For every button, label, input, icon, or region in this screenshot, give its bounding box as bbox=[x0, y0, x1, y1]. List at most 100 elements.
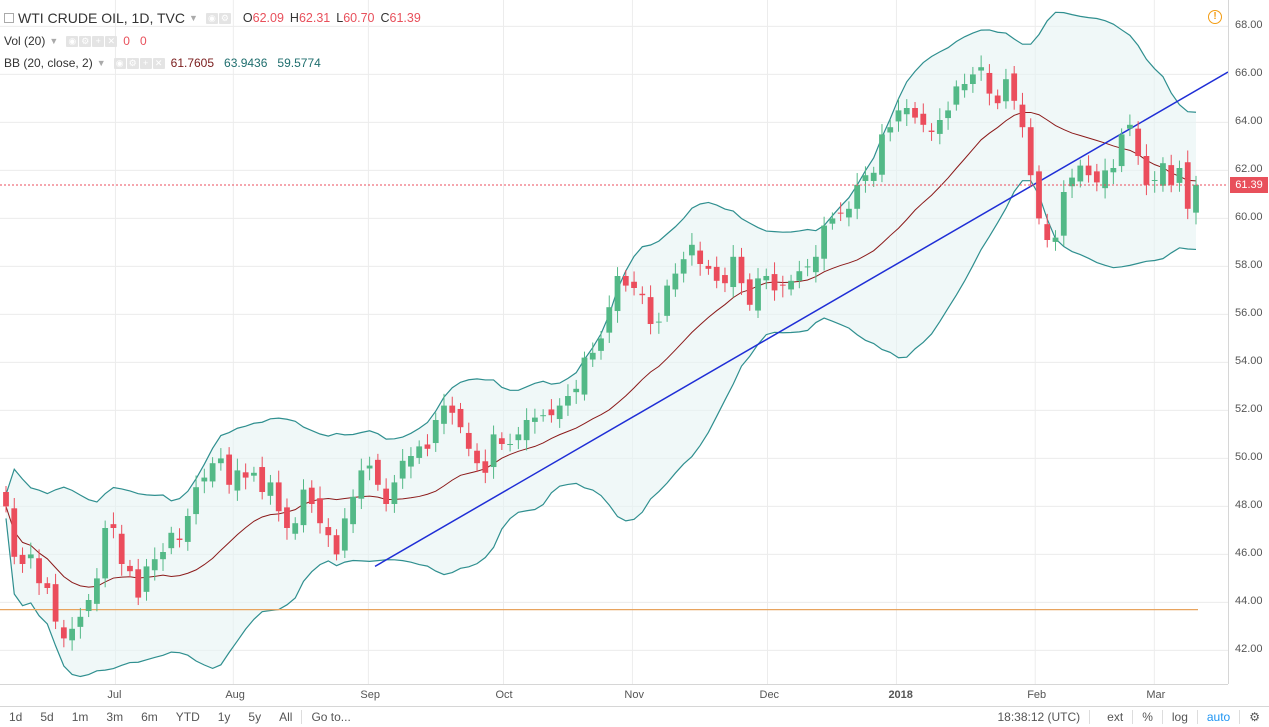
candle-body bbox=[441, 405, 447, 424]
candle-body bbox=[887, 127, 894, 133]
candle-body bbox=[531, 417, 538, 422]
candle-body bbox=[292, 523, 299, 534]
candle-body bbox=[151, 559, 158, 571]
bollinger-basis-line bbox=[5, 111, 1197, 588]
candle-body bbox=[598, 338, 604, 351]
candle-body bbox=[399, 460, 406, 479]
time-axis-label: Dec bbox=[759, 689, 780, 701]
gear-icon[interactable]: ⚙ bbox=[126, 57, 139, 69]
eye-icon[interactable]: ◉ bbox=[205, 12, 218, 24]
time-axis[interactable]: Jul Aug Sep Oct Nov Dec 2018 Feb Mar bbox=[0, 684, 1228, 706]
candle-body bbox=[928, 130, 935, 132]
candle-body bbox=[771, 274, 778, 291]
price-axis-label: 44.00 bbox=[1235, 595, 1263, 608]
time-axis-label: Mar bbox=[1146, 689, 1166, 701]
percent-toggle[interactable]: % bbox=[1142, 710, 1153, 724]
range-button-1m[interactable]: 1m bbox=[71, 710, 89, 724]
auto-toggle[interactable]: auto bbox=[1206, 710, 1231, 724]
range-button-5y[interactable]: 5y bbox=[248, 710, 262, 724]
candle-body bbox=[573, 388, 580, 393]
candle-body bbox=[176, 538, 183, 540]
candle-body bbox=[515, 434, 522, 441]
price-axis-label: 46.00 bbox=[1235, 547, 1263, 560]
gear-icon[interactable]: ⚙ bbox=[218, 12, 231, 24]
price-axis-label: 52.00 bbox=[1235, 403, 1263, 416]
candle-body bbox=[474, 450, 480, 464]
candle-body bbox=[168, 532, 175, 549]
candle-body bbox=[1060, 192, 1067, 236]
candle-body bbox=[275, 482, 282, 512]
clock: 18:38:12 (UTC) bbox=[997, 710, 1081, 724]
candle-body bbox=[804, 266, 811, 268]
candle-body bbox=[614, 276, 621, 312]
symbol-legend: WTI CRUDE OIL, 1D, TVC ▼ ◉ ⚙ O 62.09 H 62.3… bbox=[4, 10, 421, 26]
candle-body bbox=[498, 438, 505, 444]
candle-body bbox=[1027, 127, 1034, 176]
range-button-5d[interactable]: 5d bbox=[40, 710, 54, 724]
candle-body bbox=[465, 432, 472, 449]
volume-legend: Vol (20) ▼ ◉ ⚙ + ✕ 0 0 bbox=[4, 34, 147, 48]
range-button-ytd[interactable]: YTD bbox=[175, 710, 200, 724]
candle-body bbox=[1036, 171, 1042, 219]
chevron-down-icon[interactable]: ▼ bbox=[96, 58, 106, 68]
candle-body bbox=[779, 284, 786, 286]
eye-icon[interactable]: ◉ bbox=[113, 57, 126, 69]
add-icon[interactable]: + bbox=[92, 35, 105, 47]
collapse-icon[interactable] bbox=[4, 13, 14, 23]
candle-body bbox=[408, 456, 414, 467]
candle-body bbox=[19, 554, 26, 564]
symbol-controls[interactable]: ◉ ⚙ bbox=[205, 12, 231, 24]
eye-icon[interactable]: ◉ bbox=[66, 35, 79, 47]
candle-body bbox=[763, 276, 770, 281]
range-button-1y[interactable]: 1y bbox=[217, 710, 231, 724]
divider bbox=[301, 710, 303, 724]
candle-body bbox=[432, 420, 439, 444]
add-icon[interactable]: + bbox=[139, 57, 152, 69]
price-axis-label: 60.00 bbox=[1235, 211, 1263, 224]
candle-body bbox=[242, 472, 249, 478]
candle-body bbox=[879, 134, 885, 175]
candle-body bbox=[143, 566, 150, 592]
close-icon[interactable]: ✕ bbox=[105, 35, 118, 47]
candle-body bbox=[44, 583, 51, 588]
last-price-tag: 61.39 bbox=[1230, 177, 1268, 194]
time-axis-label: Feb bbox=[1027, 689, 1047, 701]
time-axis-label: Nov bbox=[624, 689, 644, 701]
candle-body bbox=[1102, 170, 1108, 189]
candle-body bbox=[945, 110, 951, 119]
price-chart[interactable] bbox=[0, 0, 1228, 684]
bollinger-controls[interactable]: ◉ ⚙ + ✕ bbox=[113, 57, 165, 69]
warning-icon[interactable]: ! bbox=[1208, 10, 1222, 24]
gear-icon[interactable]: ⚙ bbox=[1249, 710, 1260, 724]
candle-body bbox=[631, 281, 637, 288]
price-axis[interactable]: 68.00 66.00 64.00 62.00 60.00 58.00 56.00 54.00… bbox=[1228, 0, 1269, 684]
goto-button[interactable]: Go to... bbox=[311, 710, 351, 724]
range-button-1d[interactable]: 1d bbox=[9, 710, 23, 724]
range-button-all[interactable]: All bbox=[279, 710, 293, 724]
candle-body bbox=[606, 307, 613, 333]
volume-controls[interactable]: ◉ ⚙ + ✕ bbox=[66, 35, 118, 47]
chart-canvas[interactable] bbox=[0, 0, 1228, 684]
open-value: 62.09 bbox=[252, 11, 284, 25]
chevron-down-icon[interactable]: ▼ bbox=[49, 36, 59, 46]
price-axis-label: 58.00 bbox=[1235, 259, 1263, 272]
candle-body bbox=[209, 463, 216, 482]
ext-toggle[interactable]: ext bbox=[1107, 710, 1124, 724]
range-button-6m[interactable]: 6m bbox=[141, 710, 158, 724]
candle-body bbox=[540, 415, 547, 417]
candle-body bbox=[548, 409, 555, 416]
chevron-down-icon[interactable]: ▼ bbox=[188, 13, 198, 23]
bollinger-legend: BB (20, close, 2) ▼ ◉ ⚙ + ✕ 61.7605 63.9436… bbox=[4, 56, 321, 70]
candle-body bbox=[184, 516, 191, 542]
candle-body bbox=[102, 528, 109, 579]
candle-body bbox=[812, 256, 819, 273]
gear-icon[interactable]: ⚙ bbox=[79, 35, 92, 47]
close-icon[interactable]: ✕ bbox=[152, 57, 165, 69]
log-toggle[interactable]: log bbox=[1171, 710, 1188, 724]
candle-body bbox=[903, 108, 910, 115]
candle-body bbox=[738, 256, 745, 284]
candle-body bbox=[755, 278, 761, 311]
time-axis-label: Jul bbox=[107, 689, 122, 701]
candle-body bbox=[94, 578, 100, 604]
range-button-3m[interactable]: 3m bbox=[106, 710, 124, 724]
